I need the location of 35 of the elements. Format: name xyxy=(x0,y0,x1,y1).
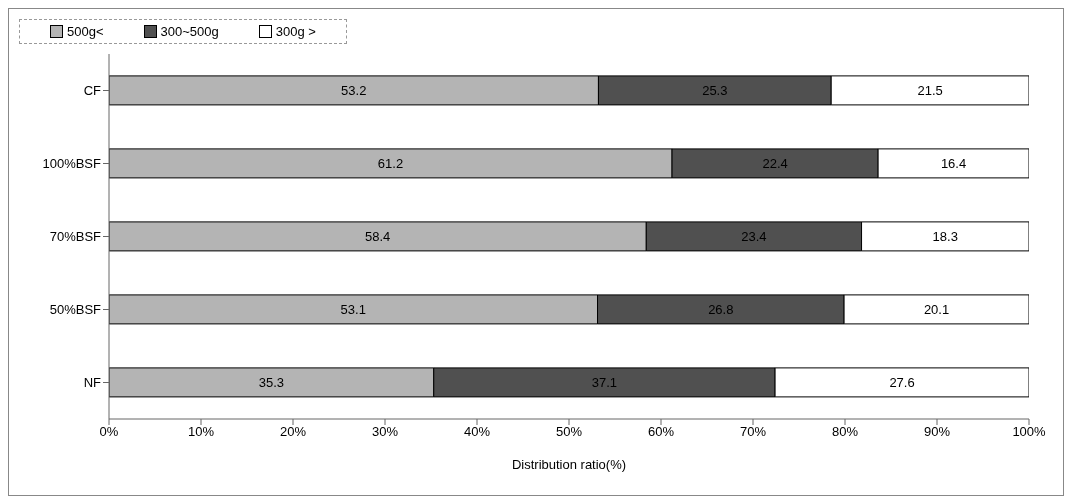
data-label: 61.2 xyxy=(377,156,404,172)
x-tick-label: 10% xyxy=(187,424,215,440)
x-tick-label: 50% xyxy=(555,424,583,440)
data-label: 35.3 xyxy=(258,375,285,391)
y-tick-label: NF xyxy=(83,375,102,391)
data-label: 53.2 xyxy=(341,83,367,99)
data-label: 18.3 xyxy=(932,229,958,245)
legend-label: 300g > xyxy=(275,24,316,39)
x-axis-title: Distribution ratio(%) xyxy=(511,457,627,472)
data-label: 26.8 xyxy=(708,302,734,318)
data-label: 53.1 xyxy=(340,302,366,318)
data-label: 58.4 xyxy=(364,229,391,245)
x-tick-label: 100% xyxy=(1012,424,1047,440)
y-tick-label: 50%BSF xyxy=(49,302,102,318)
data-label: 23.4 xyxy=(741,229,767,245)
data-label: 22.4 xyxy=(762,156,788,172)
x-tick-label: 70% xyxy=(739,424,767,440)
data-label: 20.1 xyxy=(923,302,950,318)
x-tick-label: 90% xyxy=(923,424,951,440)
data-label: 25.3 xyxy=(702,83,728,99)
y-tick-label: 70%BSF xyxy=(49,229,102,245)
legend-label: 500g< xyxy=(67,24,104,39)
x-tick-label: 30% xyxy=(371,424,399,440)
data-label: 16.4 xyxy=(940,156,967,172)
legend-label: 300~500g xyxy=(160,24,219,39)
data-label: 21.5 xyxy=(917,83,943,99)
y-tick-label: CF xyxy=(83,83,102,99)
data-label: 37.1 xyxy=(591,375,618,391)
y-tick-label: 100%BSF xyxy=(42,156,102,172)
data-label: 27.6 xyxy=(889,375,915,391)
x-tick-label: 60% xyxy=(647,424,675,440)
x-tick-label: 40% xyxy=(463,424,491,440)
x-tick-label: 0% xyxy=(99,424,119,440)
x-tick-label: 80% xyxy=(831,424,859,440)
x-tick-label: 20% xyxy=(279,424,307,440)
